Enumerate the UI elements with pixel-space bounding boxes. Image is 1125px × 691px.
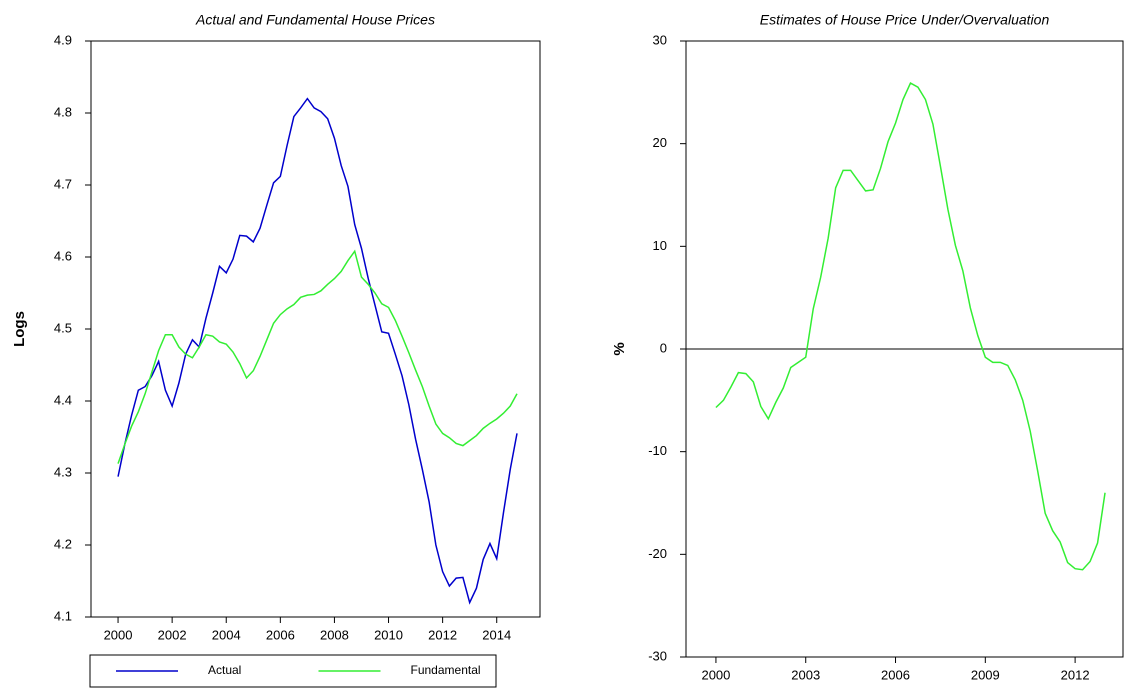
y-tick-label: 4.7 [54,176,72,191]
y-tick-label: 4.4 [54,392,72,407]
y-tick-label: 4.9 [54,32,72,47]
legend-label: Fundamental [411,663,481,677]
x-tick-label: 2008 [320,627,349,642]
x-tick-label: 2006 [266,627,295,642]
y-tick-label: -20 [648,546,667,561]
x-tick-label: 2000 [701,667,730,682]
y-tick-label: -10 [648,443,667,458]
y-tick-label: 20 [653,135,667,150]
x-tick-label: 2012 [428,627,457,642]
y-tick-label: 4.6 [54,248,72,263]
series-line [117,97,518,605]
y-tick-label: 0 [660,340,667,355]
chart-title: Estimates of House Price Under/Overvalua… [760,12,1050,28]
series-line [117,249,518,464]
y-tick-label: 10 [653,238,667,253]
x-tick-label: 2000 [104,627,133,642]
y-tick-label: 30 [653,32,667,47]
y-tick-label: 4.8 [54,104,72,119]
x-tick-label: 2004 [212,627,241,642]
x-tick-label: 2006 [881,667,910,682]
y-tick-label: 4.3 [54,464,72,479]
y-tick-label: 4.5 [54,320,72,335]
y-tick-label: 4.1 [54,608,72,623]
plot-frame [90,40,541,618]
x-tick-label: 2003 [791,667,820,682]
chart-title: Actual and Fundamental House Prices [195,12,435,28]
x-tick-label: 2010 [374,627,403,642]
y-tick-label: 4.2 [54,536,72,551]
x-tick-label: 2002 [158,627,187,642]
y-axis-label: Logs [11,311,28,347]
y-axis-label: % [611,342,628,355]
y-tick-label: -30 [648,648,667,663]
series-line [715,82,1106,571]
x-tick-label: 2009 [971,667,1000,682]
x-tick-label: 2012 [1061,667,1090,682]
legend-label: Actual [208,663,241,677]
x-tick-label: 2014 [482,627,511,642]
